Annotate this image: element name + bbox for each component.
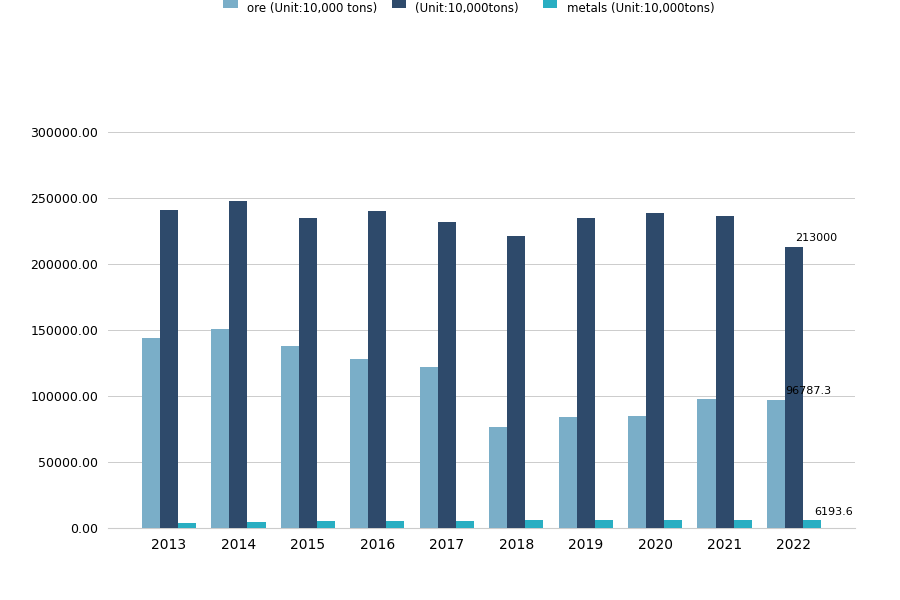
Bar (628, 416, 646, 528)
Bar (142, 338, 160, 528)
Bar (386, 521, 404, 528)
Text: 96787.3: 96787.3 (786, 386, 832, 396)
Bar (230, 200, 248, 528)
Bar (299, 218, 317, 528)
Bar (212, 329, 230, 528)
Bar (317, 521, 335, 528)
Bar (419, 367, 437, 528)
Bar (559, 416, 577, 528)
Bar (526, 520, 544, 528)
Text: 213000: 213000 (795, 233, 837, 243)
Legend: Production of raw iron
ore (Unit:10,000 tons), Cement production
(Unit:10,000ton: Production of raw iron ore (Unit:10,000 … (223, 0, 740, 16)
Bar (248, 522, 266, 528)
Bar (734, 520, 752, 528)
Bar (178, 523, 196, 528)
Bar (716, 217, 733, 528)
Bar (508, 236, 526, 528)
Bar (785, 247, 803, 528)
Bar (455, 521, 474, 528)
Bar (767, 400, 785, 528)
Bar (489, 427, 508, 528)
Bar (595, 520, 613, 528)
Bar (160, 210, 178, 528)
Bar (577, 218, 595, 528)
Bar (698, 398, 716, 528)
Bar (281, 346, 299, 528)
Text: 6193.6: 6193.6 (814, 507, 853, 517)
Bar (646, 213, 664, 528)
Bar (350, 359, 368, 528)
Bar (437, 222, 455, 528)
Bar (664, 520, 682, 528)
Bar (803, 520, 821, 528)
Bar (368, 211, 386, 528)
